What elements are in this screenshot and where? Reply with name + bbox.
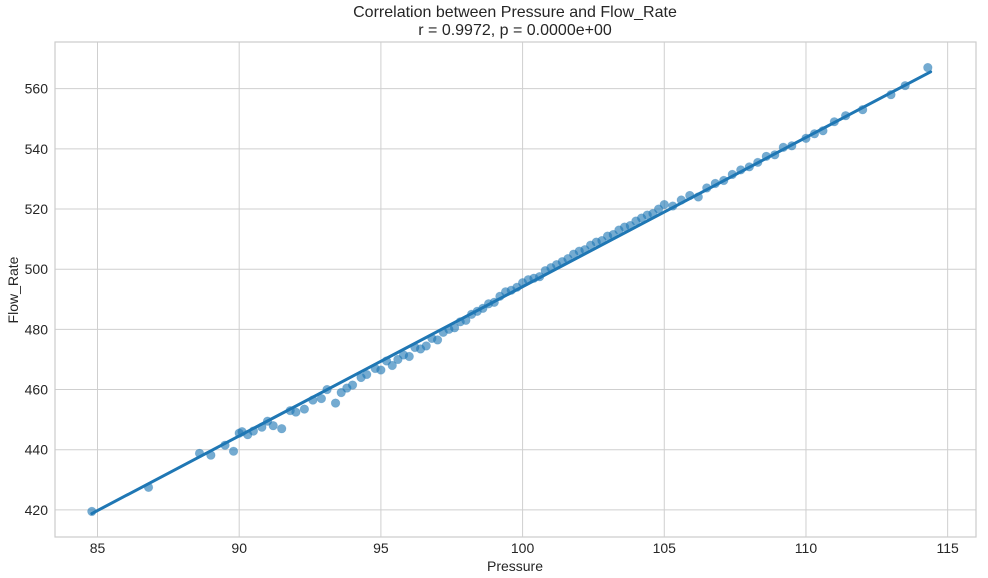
x-axis-label: Pressure [487, 558, 543, 574]
y-tick-label: 520 [25, 201, 49, 217]
plot-area: 85 90 95 100 105 110 115 420 440 460 480 500 520 540 5… [25, 41, 977, 556]
y-tick-label: 440 [25, 442, 49, 458]
y-tick-label: 420 [25, 502, 49, 518]
scatter-point [376, 365, 386, 375]
x-tick-labels: 85 90 95 100 105 110 115 [90, 540, 959, 556]
scatter-point [421, 341, 431, 351]
y-tick-label: 480 [25, 321, 49, 337]
y-tick-label: 500 [25, 261, 49, 277]
y-tick-label: 540 [25, 141, 49, 157]
x-tick-label: 90 [231, 540, 247, 556]
y-tick-label: 460 [25, 382, 49, 398]
y-axis-label: Flow_Rate [5, 256, 21, 323]
scatter-point [228, 446, 239, 456]
y-tick-labels: 420 440 460 480 500 520 540 560 [25, 81, 49, 518]
x-tick-label: 100 [511, 540, 535, 556]
plot-frame [54, 41, 977, 538]
scatter-points [87, 62, 933, 517]
x-tick-label: 110 [795, 540, 818, 556]
chart-title-group: Correlation between Pressure and Flow_Ra… [353, 4, 677, 39]
regression-line [90, 70, 933, 516]
y-tick-label: 560 [25, 81, 49, 97]
x-tick-label: 95 [373, 540, 389, 556]
chart-title: Correlation between Pressure and Flow_Ra… [353, 4, 677, 21]
scatter-point [659, 199, 669, 210]
scatter-point [432, 335, 443, 345]
scatter-point [299, 404, 310, 414]
x-tick-label: 115 [936, 540, 959, 556]
x-tick-label: 105 [653, 540, 677, 556]
x-tick-label: 85 [90, 540, 106, 556]
scatter-point [291, 407, 301, 417]
chart-subtitle: r = 0.9972, p = 0.0000e+00 [418, 22, 612, 39]
scatter-point [268, 421, 278, 431]
scatter-point [330, 398, 341, 408]
scatter-point [387, 360, 397, 371]
scatter-point [277, 424, 287, 434]
grid-lines [55, 42, 976, 537]
scatter-point [404, 351, 414, 362]
scatter-point [347, 380, 358, 390]
